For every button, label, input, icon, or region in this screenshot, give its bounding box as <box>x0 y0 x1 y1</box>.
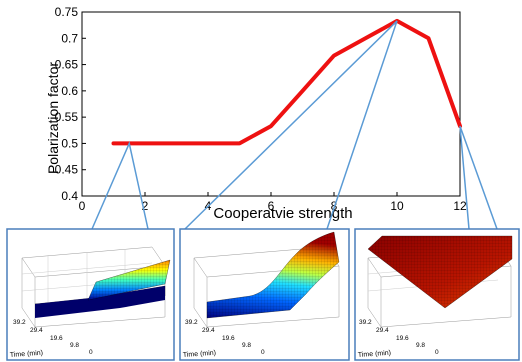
svg-text:19.6: 19.6 <box>50 335 63 342</box>
y-axis-ticks: 0.4 0.45 0.5 0.55 0.6 0.65 0.7 0.75 <box>55 5 86 203</box>
svg-text:9.8: 9.8 <box>70 342 79 349</box>
svg-text:19.6: 19.6 <box>396 335 409 342</box>
surface-panel-left: 39.2 29.4 19.6 9.8 0 Time (min) <box>6 228 175 361</box>
y-tick-label: 0.6 <box>61 84 78 98</box>
time-axis-label: Time (min) <box>10 350 44 359</box>
time-axis-label: Time (min) <box>358 350 392 359</box>
surface-mesh <box>88 260 170 300</box>
callout-line <box>459 125 498 230</box>
x-tick-label: 2 <box>142 199 149 213</box>
plot-frame <box>81 11 461 197</box>
surface-mesh <box>368 236 512 308</box>
y-axis-label: Polarization factor <box>45 62 61 174</box>
main-chart: 0.40.450.50.550.60.650.70.75 0 2 4 6 8 10 12 P… <box>45 5 467 222</box>
surface-mesh <box>207 232 339 318</box>
surface-floor-front <box>35 286 165 318</box>
svg-text:0: 0 <box>89 349 93 356</box>
x-tick-label: 0 <box>79 199 86 213</box>
svg-text:0: 0 <box>261 349 265 356</box>
svg-text:29.4: 29.4 <box>376 327 389 334</box>
time-ticks: 39.2 29.4 19.6 9.8 0 <box>359 319 439 356</box>
svg-text:9.8: 9.8 <box>416 342 425 349</box>
svg-text:19.6: 19.6 <box>222 335 235 342</box>
callout-lines <box>91 20 498 230</box>
svg-text:39.2: 39.2 <box>13 319 26 326</box>
time-axis-label: Time (min) <box>183 350 217 359</box>
y-tick-label: 0.75 <box>55 5 79 19</box>
x-tick-label: 12 <box>453 199 467 213</box>
svg-text:0: 0 <box>435 349 439 356</box>
series-line <box>111 18 462 146</box>
callout-line <box>184 20 398 230</box>
y-tick-label: 0.55 <box>55 110 79 124</box>
y-tick-label: 0.45 <box>55 163 79 177</box>
callout-line <box>91 141 149 230</box>
svg-text:39.2: 39.2 <box>359 319 372 326</box>
x-axis-label: Cooperatvie strength <box>213 205 352 222</box>
y-tick-label: 0.4 <box>61 189 78 203</box>
svg-text:39.2: 39.2 <box>185 319 198 326</box>
y-tick-label: 0.65 <box>55 58 79 72</box>
svg-text:29.4: 29.4 <box>30 327 43 334</box>
time-ticks: 39.2 29.4 19.6 9.8 0 <box>185 319 265 356</box>
surface-panel-right: 39.2 29.4 19.6 9.8 0 Time (min) <box>354 228 520 361</box>
x-tick-label: 10 <box>390 199 404 213</box>
time-ticks: 39.2 29.4 19.6 9.8 0 <box>13 319 93 356</box>
x-tick-label: 6 <box>268 199 275 213</box>
svg-text:29.4: 29.4 <box>202 327 215 334</box>
y-tick-label: 0.5 <box>61 136 78 150</box>
svg-text:9.8: 9.8 <box>242 342 251 349</box>
surface-panel-middle: 39.2 29.4 19.6 9.8 0 Time (min) <box>179 228 350 361</box>
y-tick-label: 0.7 <box>61 31 78 45</box>
